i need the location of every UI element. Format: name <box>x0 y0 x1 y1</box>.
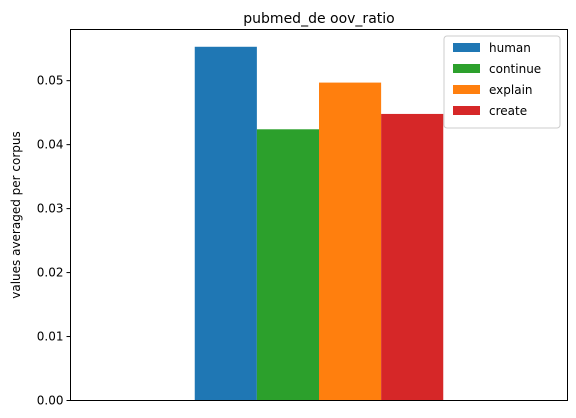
legend-label-create: create <box>489 104 527 118</box>
bar-human <box>195 47 257 401</box>
bar-create <box>381 114 443 401</box>
legend-label-continue: continue <box>489 62 541 76</box>
legend-label-human: human <box>489 41 531 55</box>
y-tick-label: 0.05 <box>37 74 64 88</box>
y-tick-label: 0.02 <box>37 266 64 280</box>
legend-label-explain: explain <box>489 83 533 97</box>
bar-continue <box>257 129 319 400</box>
bar-explain <box>319 83 381 401</box>
legend-swatch-continue <box>453 64 480 73</box>
legend-swatch-explain <box>453 85 480 94</box>
y-tick-label: 0.03 <box>37 202 64 216</box>
y-tick-label: 0.01 <box>37 330 64 344</box>
y-tick-label: 0.04 <box>37 138 64 152</box>
legend-swatch-create <box>453 106 480 115</box>
legend-swatch-human <box>453 43 480 52</box>
y-tick-label: 0.00 <box>37 394 64 408</box>
y-axis: 0.00 0.01 0.02 0.03 0.04 0.05 <box>37 74 71 408</box>
legend: human continue explain create <box>444 36 560 128</box>
y-axis-label: values averaged per corpus <box>9 131 23 299</box>
chart-title: pubmed_de oov_ratio <box>243 11 394 27</box>
bars-group <box>195 47 444 401</box>
